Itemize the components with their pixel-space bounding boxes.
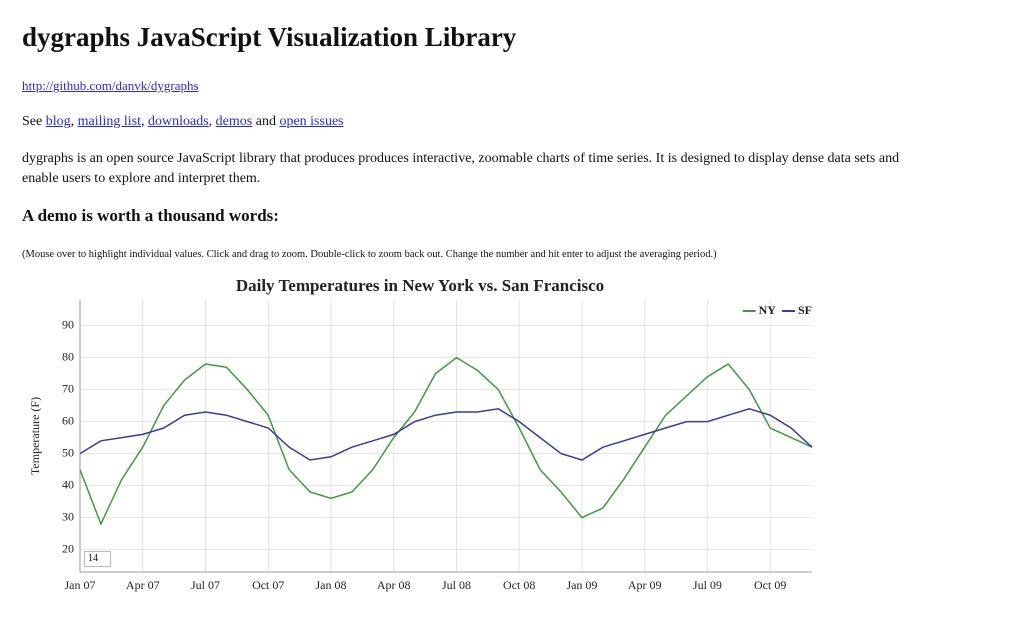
line-series <box>79 408 813 461</box>
y-axis-label: Temperature (F) <box>28 397 42 475</box>
y-tick-label: 60 <box>62 413 74 427</box>
x-tick-label: Jul 08 <box>442 578 471 592</box>
chart: Daily Temperatures in New York vs. San F… <box>28 276 813 592</box>
chart-title: Daily Temperatures in New York vs. San F… <box>236 276 604 295</box>
separator: , <box>70 114 75 129</box>
see-link[interactable]: downloads <box>148 114 209 129</box>
demo-heading: A demo is worth a thousand words: <box>22 206 279 225</box>
separator: , <box>208 114 213 129</box>
see-line: See blog, mailing list, downloads, demos… <box>22 114 344 130</box>
x-tick-label: Apr 08 <box>377 578 411 592</box>
legend-label: SF <box>798 303 812 317</box>
y-tick-label: 50 <box>62 445 74 459</box>
x-tick-label: Jan 08 <box>315 578 346 592</box>
instructions: (Mouse over to highlight individual valu… <box>22 249 717 260</box>
see-intro: See <box>22 114 43 129</box>
separator: , <box>141 114 145 129</box>
y-tick-label: 70 <box>62 381 74 395</box>
y-tick-label: 40 <box>62 477 74 491</box>
line-series <box>79 356 813 526</box>
see-link[interactable]: open issues <box>279 114 344 129</box>
repo-link[interactable]: http://github.com/danvk/dygraphs <box>22 78 199 93</box>
x-tick-label: Jul 09 <box>693 578 722 592</box>
x-tick-label: Oct 07 <box>252 578 284 592</box>
repo-line: http://github.com/danvk/dygraphs <box>22 78 199 94</box>
see-link[interactable]: mailing list <box>77 114 141 129</box>
x-tick-label: Jan 09 <box>566 578 597 592</box>
x-tick-label: Oct 08 <box>503 578 535 592</box>
page-title: dygraphs JavaScript Visualization Librar… <box>22 22 517 52</box>
x-tick-label: Apr 07 <box>126 578 160 592</box>
x-tick-label: Jan 07 <box>65 578 96 592</box>
see-link[interactable]: demos <box>215 114 253 129</box>
y-tick-label: 90 <box>62 317 74 331</box>
y-tick-label: 20 <box>62 541 74 555</box>
y-tick-label: 80 <box>62 349 74 363</box>
legend-label: NY <box>759 303 777 317</box>
roll-period-input[interactable]: 14 <box>84 551 111 567</box>
y-tick-label: 30 <box>62 509 74 523</box>
conjunction: and <box>255 114 276 129</box>
x-tick-label: Oct 09 <box>754 578 786 592</box>
description: dygraphs is an open source JavaScript li… <box>22 151 900 186</box>
x-tick-label: Jul 07 <box>191 578 220 592</box>
see-link[interactable]: blog <box>45 114 71 129</box>
x-tick-label: Apr 09 <box>628 578 662 592</box>
